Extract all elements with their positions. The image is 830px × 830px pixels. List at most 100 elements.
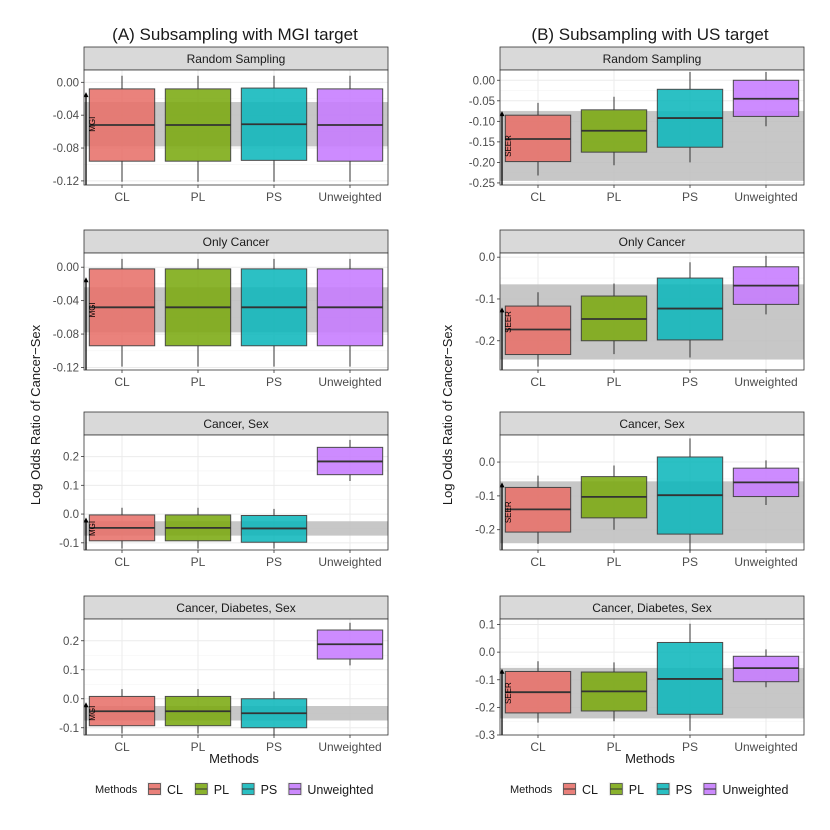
- y-tick-label: 0.1: [479, 620, 495, 632]
- y-tick-label: 0.0: [63, 694, 79, 706]
- x-tick-label: Unweighted: [734, 740, 797, 754]
- box-CL: [88, 75, 156, 182]
- target-label: SEER: [504, 682, 513, 704]
- y-tick-label: -0.1: [475, 294, 495, 306]
- x-tick-label: PL: [191, 555, 206, 569]
- y-tick-label: -0.08: [53, 329, 79, 341]
- legend-label: CL: [167, 783, 183, 797]
- facet-strip-label: Only Cancer: [619, 235, 686, 249]
- box-PL: [580, 96, 648, 166]
- x-axis-label-left: Methods: [209, 751, 259, 766]
- y-tick-label: -0.10: [469, 116, 495, 128]
- box-Unweighted: [316, 622, 384, 666]
- box-PL: [164, 258, 232, 367]
- y-tick-label: -0.1: [59, 723, 79, 735]
- legend-label: Unweighted: [307, 783, 373, 797]
- y-tick-label: 0.00: [57, 262, 79, 274]
- target-arrow-head: [83, 277, 89, 283]
- legend-item-PS: PS: [655, 782, 692, 797]
- box-PL: [580, 662, 648, 722]
- x-tick-label: Unweighted: [734, 190, 797, 204]
- box-Unweighted: [316, 258, 384, 367]
- x-tick-label: PS: [682, 190, 698, 204]
- box-CL: [504, 292, 572, 367]
- panel-border: [499, 69, 805, 186]
- panel-border: [499, 618, 805, 736]
- y-tick-label: 0.2: [63, 452, 79, 464]
- x-tick-label: Unweighted: [734, 375, 797, 389]
- box-PL: [580, 465, 648, 530]
- y-tick-label: 0.2: [63, 636, 79, 648]
- box-Unweighted: [732, 649, 800, 688]
- legend-title: Methods: [95, 784, 138, 796]
- y-tick-label: -0.25: [469, 178, 495, 190]
- y-tick-label: -0.1: [59, 538, 79, 550]
- column-title-b: (B) Subsampling with US target: [531, 25, 768, 44]
- y-tick-label: -0.12: [53, 176, 79, 188]
- panel-7: Cancer, Diabetes, Sex MGI 0.2 0.1 0.0 -0.1 CL P…: [59, 595, 389, 754]
- x-tick-label: PS: [682, 375, 698, 389]
- box-PS: [240, 508, 308, 549]
- box-PS: [240, 258, 308, 367]
- y-tick-label: -0.05: [469, 96, 495, 108]
- box-CL: [88, 689, 156, 734]
- target-label: MGI: [88, 302, 97, 317]
- box-PL: [164, 689, 232, 734]
- x-tick-label: CL: [530, 375, 546, 389]
- y-tick-label: 0.1: [63, 480, 79, 492]
- x-tick-label: PL: [191, 190, 206, 204]
- panel-border: [83, 618, 389, 736]
- target-arrow-head: [83, 92, 89, 98]
- x-tick-label: PL: [191, 740, 206, 754]
- column-title-a: (A) Subsampling with MGI target: [112, 25, 358, 44]
- box-Unweighted: [732, 72, 800, 127]
- target-arrow-head: [499, 668, 505, 674]
- box-PS: [240, 75, 308, 182]
- x-tick-label: Unweighted: [318, 555, 381, 569]
- legend-label: PL: [214, 783, 229, 797]
- box-Unweighted: [732, 460, 800, 506]
- y-tick-label: -0.15: [469, 137, 495, 149]
- y-tick-label: 0.00: [57, 77, 79, 89]
- y-tick-label: 0.0: [63, 509, 79, 521]
- target-label: MGI: [88, 706, 97, 721]
- x-tick-label: Unweighted: [318, 190, 381, 204]
- x-tick-label: CL: [530, 190, 546, 204]
- x-tick-label: CL: [530, 740, 546, 754]
- x-tick-label: CL: [114, 190, 130, 204]
- target-band: [84, 521, 388, 536]
- panel-8: Cancer, Diabetes, Sex SEER 0.1 0.0 -0.1 -0.2 -…: [475, 595, 805, 754]
- box-CL: [504, 102, 572, 176]
- box-PS: [240, 691, 308, 735]
- target-label: MGI: [88, 521, 97, 536]
- x-tick-label: PS: [266, 740, 282, 754]
- box-Unweighted: [316, 439, 384, 481]
- x-tick-label: PL: [607, 555, 622, 569]
- target-label: SEER: [504, 311, 513, 333]
- panels: Random Sampling MGI 0.00 -0.04 -0.08 -0.12 CL P…: [53, 46, 805, 754]
- x-tick-label: Unweighted: [318, 740, 381, 754]
- legend-item-PS: PS: [240, 782, 278, 797]
- legend-item-PL: PL: [608, 782, 644, 797]
- box-PS: [656, 262, 724, 358]
- y-axis-label-right: Log Odds Ratio of Cancer−Sex: [440, 324, 455, 505]
- legend-item-PL: PL: [193, 782, 229, 797]
- facet-strip-label: Cancer, Sex: [203, 417, 268, 431]
- box-CL: [88, 507, 156, 549]
- x-tick-label: PS: [266, 190, 282, 204]
- x-tick-label: PL: [607, 190, 622, 204]
- box-PL: [164, 507, 232, 549]
- x-tick-label: Unweighted: [734, 555, 797, 569]
- box-PL: [164, 75, 232, 182]
- x-tick-label: CL: [114, 375, 130, 389]
- facet-strip-label: Only Cancer: [203, 235, 270, 249]
- x-tick-label: PL: [607, 740, 622, 754]
- facet-strip-label: Cancer, Sex: [619, 417, 684, 431]
- x-axis-label-right: Methods: [625, 751, 675, 766]
- legend-label: PS: [261, 783, 278, 797]
- legend-item-CL: CL: [562, 782, 598, 797]
- y-tick-label: -0.1: [475, 491, 495, 503]
- y-tick-label: 0.0: [479, 457, 495, 469]
- x-tick-label: PS: [266, 375, 282, 389]
